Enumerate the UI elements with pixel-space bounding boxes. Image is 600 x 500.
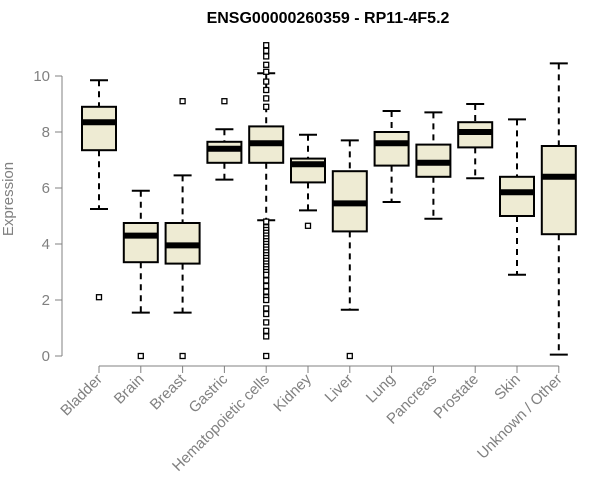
x-category-label: Liver bbox=[322, 371, 357, 406]
box-skin bbox=[499, 118, 535, 276]
x-category-label: Bladder bbox=[57, 371, 106, 420]
outlier-point bbox=[263, 319, 270, 326]
outlier-point bbox=[263, 86, 270, 94]
outlier-point bbox=[263, 327, 270, 334]
x-category-label: Brain bbox=[111, 371, 148, 408]
box-breast bbox=[164, 98, 201, 360]
outlier-point bbox=[263, 47, 270, 54]
box-gastric bbox=[206, 98, 243, 181]
box-rect bbox=[540, 145, 577, 236]
box-rect bbox=[499, 175, 535, 218]
y-axis-label: Expression bbox=[0, 162, 17, 236]
y-axis: 0 2 4 6 8 10 bbox=[33, 68, 63, 365]
box-rect bbox=[206, 140, 243, 164]
outlier-point bbox=[263, 352, 270, 360]
outlier-point bbox=[263, 218, 270, 225]
box-hematopoietic-cells bbox=[248, 42, 285, 360]
outlier-point bbox=[179, 352, 186, 360]
box-brain bbox=[122, 189, 159, 360]
outlier-point bbox=[137, 352, 144, 360]
outlier-point bbox=[179, 98, 186, 105]
box-unknown-other bbox=[540, 62, 577, 356]
box-liver bbox=[331, 139, 368, 360]
x-category-label: Prostate bbox=[430, 371, 482, 423]
y-tick-label: 8 bbox=[42, 124, 50, 141]
outlier-point bbox=[263, 296, 270, 304]
outlier-point bbox=[95, 294, 103, 301]
box-rect bbox=[373, 131, 410, 167]
outlier-point bbox=[263, 78, 270, 85]
outlier-point bbox=[263, 61, 270, 68]
outlier-point bbox=[263, 95, 270, 102]
box-kidney bbox=[290, 133, 326, 229]
outlier-point bbox=[263, 42, 270, 49]
box-pancreas bbox=[415, 111, 452, 220]
x-category-label: Lung bbox=[363, 371, 399, 407]
outlier-point bbox=[304, 222, 312, 229]
x-category-label: Kidney bbox=[270, 370, 315, 415]
box-prostate bbox=[457, 103, 494, 180]
box-rect bbox=[81, 105, 117, 152]
outlier-point bbox=[263, 53, 270, 60]
box-bladder bbox=[81, 79, 117, 301]
y-tick-label: 0 bbox=[42, 348, 50, 365]
outlier-point bbox=[263, 305, 270, 312]
boxes-group bbox=[81, 42, 577, 360]
x-category-label: Skin bbox=[491, 371, 524, 404]
outlier-point bbox=[263, 282, 270, 290]
y-tick-label: 6 bbox=[42, 180, 50, 197]
outlier-point bbox=[263, 271, 270, 278]
outlier-point bbox=[263, 288, 270, 295]
x-category-label: Breast bbox=[147, 370, 190, 413]
outlier-point bbox=[263, 277, 270, 284]
chart-title: ENSG00000260359 - RP11-4F5.2 bbox=[207, 10, 450, 27]
y-tick-label: 2 bbox=[42, 292, 50, 309]
outlier-point bbox=[263, 103, 270, 110]
y-tick-label: 4 bbox=[42, 236, 50, 253]
outlier-point bbox=[263, 310, 270, 318]
outlier-point bbox=[221, 98, 228, 105]
outlier-point bbox=[346, 352, 353, 360]
box-rect bbox=[122, 222, 159, 264]
outlier-point bbox=[263, 68, 270, 75]
outlier-point bbox=[263, 333, 270, 340]
box-lung bbox=[373, 110, 410, 203]
y-tick-label: 10 bbox=[33, 68, 50, 85]
